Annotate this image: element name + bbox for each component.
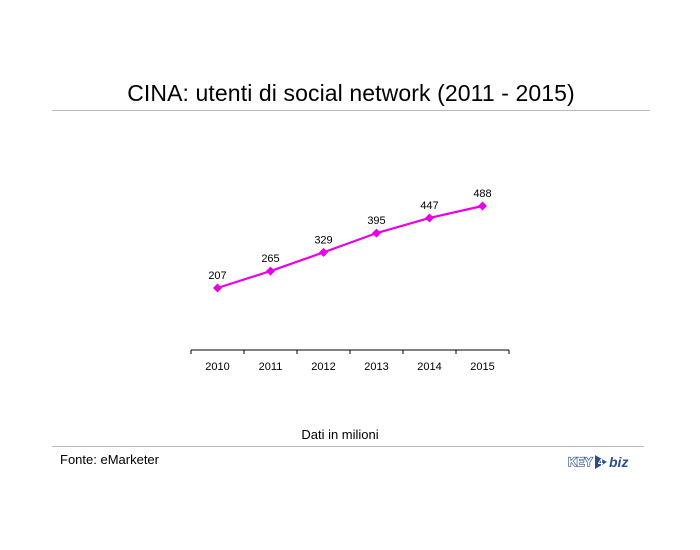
data-point-marker [266,266,275,276]
x-tick-label: 2015 [470,361,494,373]
data-point-marker [478,201,487,211]
source-note: Fonte: eMarketer [60,452,159,467]
data-label: 488 [473,188,491,200]
data-label: 395 [367,215,385,227]
chart-title: CINA: utenti di social network (2011 - 2… [127,80,575,106]
data-label: 447 [420,200,438,212]
data-point-marker [425,213,434,223]
data-point-marker [372,228,381,238]
series-line [217,204,483,290]
data-point-marker [319,247,328,257]
x-tick-label: 2014 [417,361,441,373]
key4biz-logo: KEY 4 biz [567,454,628,470]
data-label: 207 [208,270,226,282]
svg-text:KEY: KEY [568,455,593,469]
data-point-marker [213,283,222,293]
data-label: 265 [261,253,279,265]
x-tick-label: 2012 [311,361,335,373]
series-layer: 207 265 329 395 447 488 [208,188,492,293]
data-label: 329 [314,234,332,246]
x-tick-label: 2010 [205,361,229,373]
x-tick-label: 2011 [259,361,283,373]
title-divider [52,110,650,111]
svg-text:biz: biz [609,454,628,470]
footer-divider [52,446,644,447]
svg-text:4: 4 [598,458,603,468]
x-tick-label: 2013 [364,361,388,373]
x-axis: 2010 2011 2012 2013 2014 2015 [190,349,510,373]
units-note: Dati in milioni [301,427,379,442]
